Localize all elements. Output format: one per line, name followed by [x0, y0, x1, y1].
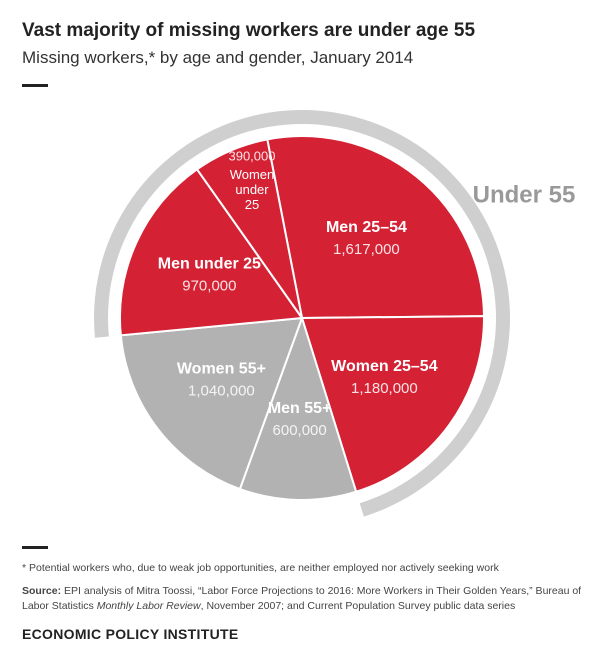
- source: Source: EPI analysis of Mitra Toossi, “L…: [22, 584, 582, 614]
- pie-slice: [238, 314, 358, 501]
- source-text: , November 2007; and Current Population …: [200, 600, 516, 612]
- footnote: * Potential workers who, due to weak job…: [22, 562, 499, 574]
- value-label: 1,180,000: [351, 380, 418, 397]
- value-label: 600,000: [273, 422, 327, 439]
- slice-label: Women 55+: [177, 361, 266, 378]
- chart: Under 55 Men 25–54 1,617,000 Women 25–54 1,1…: [94, 110, 576, 517]
- brand: ECONOMIC POLICY INSTITUTE: [22, 626, 239, 642]
- value-label: 390,000: [228, 148, 275, 163]
- value-label: 1,617,000: [333, 241, 400, 258]
- rule: [22, 84, 48, 87]
- source-label: Source:: [22, 585, 62, 597]
- slice-label: Men 25–54: [326, 219, 407, 236]
- pie-slice: [195, 138, 303, 319]
- chart-title: Vast majority of missing workers are und…: [22, 20, 476, 41]
- value-label: 1,040,000: [188, 382, 255, 399]
- pie-slice: [119, 316, 304, 491]
- chart-subtitle: Missing workers,* by age and gender, Jan…: [22, 48, 414, 67]
- pie-slice: [300, 315, 485, 494]
- slice-label: Women under 25: [229, 166, 275, 212]
- source-italic: Monthly Labor Review: [96, 600, 201, 612]
- rule: [22, 546, 48, 549]
- slice-label: Men 55+: [268, 400, 332, 417]
- annotation: Under 55: [473, 181, 576, 208]
- pie-slice: [266, 135, 486, 320]
- source-text: EPI analysis of Mitra Toossi, “Labor For…: [22, 585, 582, 612]
- pie-slice: [119, 167, 304, 337]
- slice-label: Women 25–54: [331, 358, 438, 375]
- value-label: 970,000: [182, 277, 236, 294]
- slice-label: Men under 25: [158, 256, 261, 273]
